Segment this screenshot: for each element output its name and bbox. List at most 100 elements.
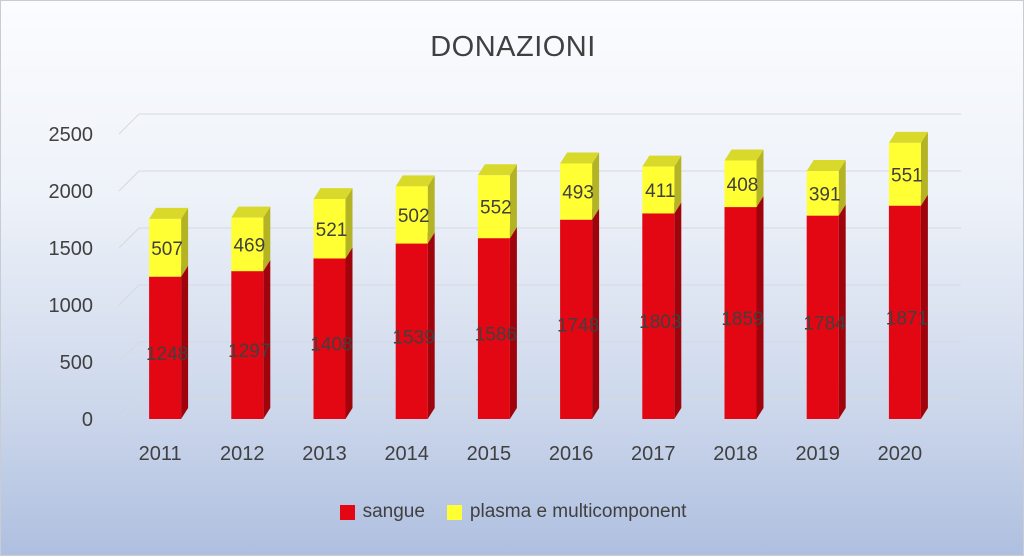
gridline xyxy=(118,398,961,420)
y-tick-label: 0 xyxy=(82,409,93,431)
data-label-plasma: 551 xyxy=(891,165,923,186)
x-tick-label: 2020 xyxy=(878,443,923,465)
x-tick-label: 2014 xyxy=(384,443,429,465)
gridline xyxy=(118,170,961,192)
bar-top xyxy=(313,188,353,200)
data-label-plasma: 507 xyxy=(151,239,183,260)
legend-item-plasma: plasma e multicomponent xyxy=(446,501,687,523)
bar xyxy=(888,142,921,206)
bar-side xyxy=(427,175,435,244)
legend-item-sangue: sangue xyxy=(339,501,425,523)
bar xyxy=(313,258,346,419)
bar xyxy=(231,217,264,272)
data-label-plasma: 521 xyxy=(316,220,348,241)
bar-side xyxy=(756,149,764,208)
bar xyxy=(888,205,921,419)
bar xyxy=(806,171,839,216)
data-label-plasma: 408 xyxy=(727,175,759,196)
bar-side xyxy=(674,155,682,214)
data-label-plasma: 411 xyxy=(645,181,675,202)
bar xyxy=(149,276,182,419)
bar-side xyxy=(838,204,846,419)
data-label-plasma: 469 xyxy=(233,235,265,256)
bar-side xyxy=(345,188,353,259)
x-tick-label: 2019 xyxy=(795,443,840,465)
y-tick-label: 2000 xyxy=(49,181,94,203)
data-label-sangue: 1871 xyxy=(886,308,928,329)
bar-top xyxy=(231,206,271,218)
x-tick-label: 2017 xyxy=(631,443,676,465)
bar xyxy=(642,166,675,214)
bar-side xyxy=(920,194,928,419)
data-label-sangue: 1408 xyxy=(310,335,352,356)
x-tick-label: 2016 xyxy=(549,443,594,465)
data-label-sangue: 1297 xyxy=(228,341,270,362)
gridline xyxy=(118,227,961,249)
x-tick-label: 2013 xyxy=(302,443,347,465)
data-label-plasma: 493 xyxy=(562,183,594,204)
bar xyxy=(231,271,264,419)
bar-side xyxy=(592,152,600,220)
bar-side xyxy=(427,232,435,419)
y-tick-label: 1500 xyxy=(49,238,94,260)
x-tick-label: 2018 xyxy=(713,443,758,465)
data-label-sangue: 1248 xyxy=(146,344,188,365)
data-label-plasma: 502 xyxy=(398,206,430,227)
data-label-sangue: 1784 xyxy=(804,313,847,334)
data-label-sangue: 1586 xyxy=(475,325,517,346)
bar xyxy=(149,218,182,277)
y-tick-label: 2500 xyxy=(49,124,94,146)
bar-side xyxy=(263,206,271,272)
bar xyxy=(724,207,757,419)
x-tick-label: 2012 xyxy=(220,443,265,465)
bar-side xyxy=(509,164,517,239)
bar-side xyxy=(838,160,846,216)
bar xyxy=(477,238,510,419)
data-label-sangue: 1859 xyxy=(721,309,763,330)
bar xyxy=(560,219,593,419)
gridline xyxy=(118,113,961,135)
data-label-sangue: 1748 xyxy=(557,315,599,336)
data-label-plasma: 391 xyxy=(809,184,841,205)
legend-swatch-plasma xyxy=(446,504,462,520)
legend-label-sangue: sangue xyxy=(362,501,425,522)
bar-top xyxy=(560,152,600,164)
gridline xyxy=(118,341,961,363)
bar-top xyxy=(149,207,189,219)
x-tick-label: 2015 xyxy=(467,443,512,465)
legend-label-plasma: plasma e multicomponent xyxy=(469,501,687,522)
bar xyxy=(642,213,675,419)
data-label-sangue: 1803 xyxy=(639,312,681,333)
bar-side xyxy=(592,208,600,419)
bar xyxy=(313,199,346,259)
bar-side xyxy=(263,260,271,419)
bar-top xyxy=(477,164,517,176)
bar-side xyxy=(674,202,682,419)
bar-top xyxy=(806,160,846,172)
bar xyxy=(395,243,428,419)
bar xyxy=(395,186,428,244)
bar xyxy=(806,215,839,419)
bar-top xyxy=(888,131,928,143)
bar xyxy=(560,163,593,220)
bar-top xyxy=(724,149,764,161)
data-label-plasma: 552 xyxy=(480,198,512,219)
bar xyxy=(724,160,757,208)
y-tick-label: 500 xyxy=(60,352,93,374)
legend-swatch-sangue xyxy=(339,504,355,520)
y-tick-label: 1000 xyxy=(49,295,94,317)
bar-side xyxy=(509,227,517,419)
bar-top xyxy=(642,155,682,167)
bar-side xyxy=(756,196,764,419)
bar-side xyxy=(920,131,928,206)
bar xyxy=(477,175,510,239)
bar-side xyxy=(181,265,189,419)
chart-legend: sangue plasma e multicomponent xyxy=(1,501,1024,523)
chart-title: DONAZIONI xyxy=(430,31,596,63)
gridline xyxy=(118,284,961,306)
data-label-sangue: 1539 xyxy=(393,327,435,348)
x-tick-label: 2011 xyxy=(139,443,182,465)
bar-side xyxy=(345,247,353,419)
